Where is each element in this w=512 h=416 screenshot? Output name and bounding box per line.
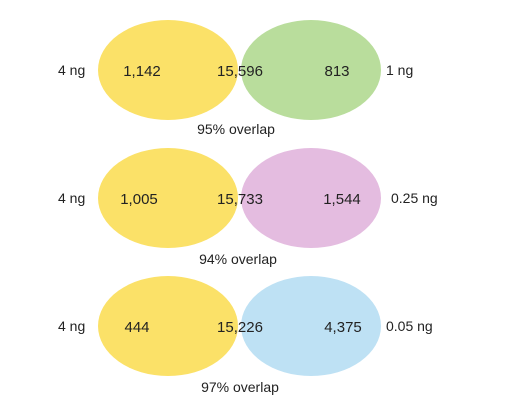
venn-2-right-label: 0.25 ng (391, 190, 438, 206)
venn-2-right-set (241, 148, 381, 248)
venn-1-right-label: 1 ng (386, 62, 413, 78)
venn-3-left-label: 4 ng (58, 318, 85, 334)
venn-1-right-set (241, 20, 381, 120)
venn-3-right-only-count: 4,375 (324, 319, 362, 336)
venn-diagram-3: 4 ng 444 15,226 4,375 0.05 ng 97% overla… (58, 276, 433, 395)
venn-2-left-only-count: 1,005 (120, 191, 158, 208)
venn-1-overlap-count: 15,596 (217, 63, 263, 80)
venn-3-overlap-count: 15,226 (217, 319, 263, 336)
venn-1-left-set (98, 20, 238, 120)
venn-3-overlap-caption: 97% overlap (201, 379, 279, 395)
venn-3-left-only-count: 444 (124, 319, 149, 336)
venn-diagram-1: 4 ng 1,142 15,596 813 1 ng 95% overlap (58, 20, 413, 137)
venn-3-left-set (98, 276, 238, 376)
venn-1-left-only-count: 1,142 (123, 63, 161, 80)
venn-1-overlap-caption: 95% overlap (197, 121, 275, 137)
venn-diagram-2: 4 ng 1,005 15,733 1,544 0.25 ng 94% over… (58, 148, 438, 267)
venn-2-left-label: 4 ng (58, 190, 85, 206)
venn-3-right-set (241, 276, 381, 376)
venn-3-right-label: 0.05 ng (386, 318, 433, 334)
venn-1-left-label: 4 ng (58, 62, 85, 78)
venn-2-overlap-count: 15,733 (217, 191, 263, 208)
venn-2-overlap-caption: 94% overlap (199, 251, 277, 267)
venn-2-right-only-count: 1,544 (323, 191, 361, 208)
venn-2-left-set (98, 148, 238, 248)
venn-1-right-only-count: 813 (324, 63, 349, 80)
